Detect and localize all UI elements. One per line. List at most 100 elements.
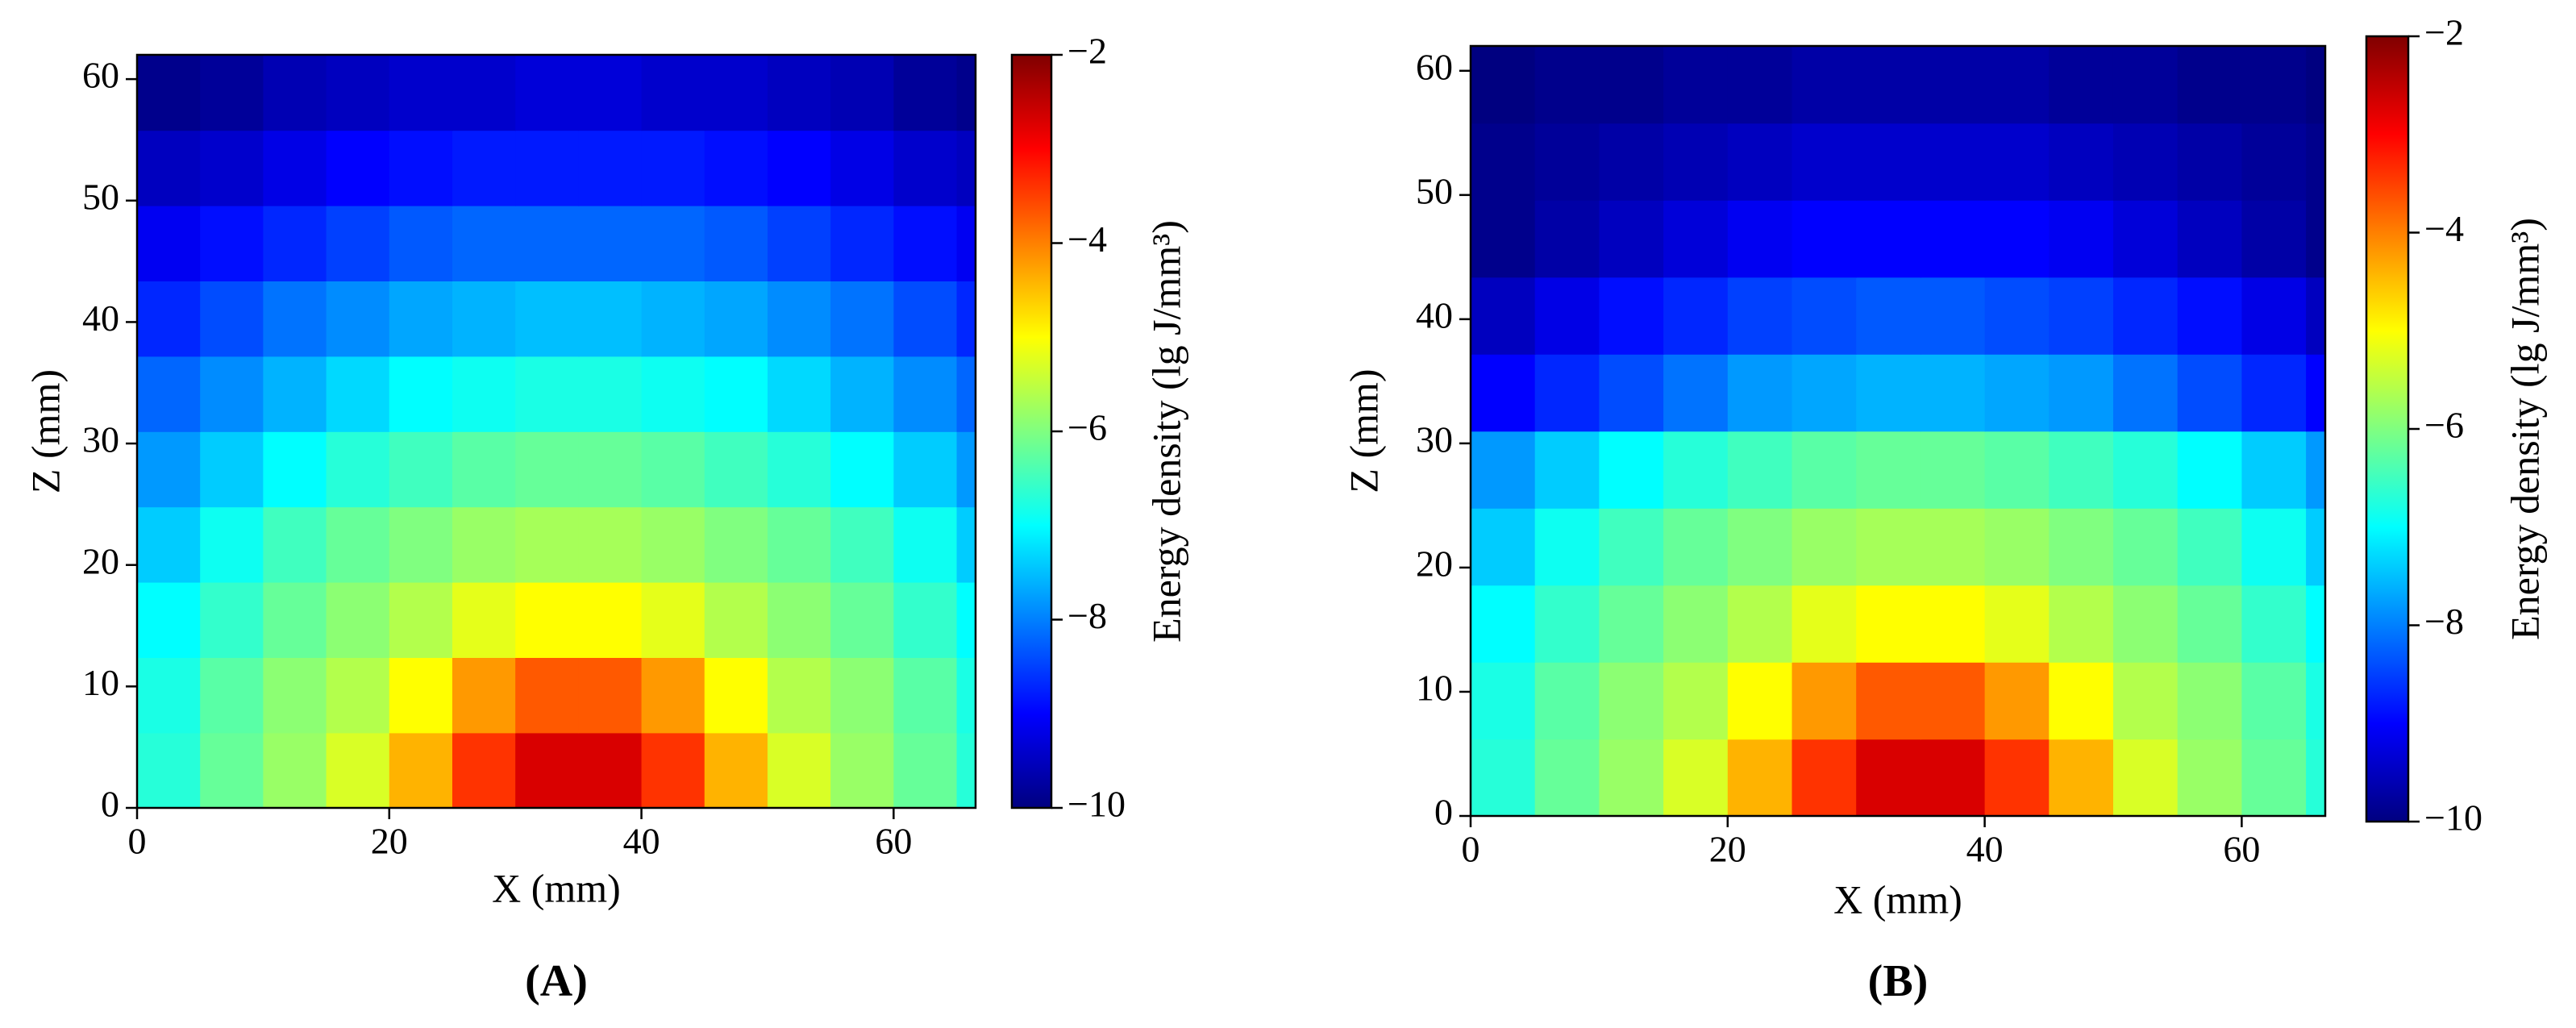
heat-cell <box>578 205 643 281</box>
heat-cell <box>452 506 516 583</box>
heat-cell <box>704 55 768 131</box>
heat-cell <box>515 130 580 206</box>
heat-cell <box>2112 585 2179 663</box>
heat-cell <box>893 657 958 734</box>
heat-cell <box>1727 200 1793 278</box>
heat-cell <box>1599 46 1664 124</box>
y-axis-label: Z (mm) <box>1341 368 1386 493</box>
heat-cell <box>200 281 264 357</box>
heat-cell <box>1920 354 1986 432</box>
heat-cell <box>2306 739 2325 816</box>
heat-cell <box>1920 585 1986 663</box>
heat-cell <box>200 657 264 734</box>
heat-cell <box>1792 739 1857 816</box>
heat-cell <box>137 431 201 508</box>
heat-cell <box>704 130 768 206</box>
heat-cell <box>1792 508 1857 586</box>
heat-cell <box>1471 431 1536 509</box>
heat-cell <box>515 356 580 432</box>
heat-cell <box>1856 46 1921 124</box>
heat-cell <box>515 732 580 808</box>
heat-cell <box>1984 662 2050 740</box>
heat-cell <box>515 506 580 583</box>
heat-cell <box>1920 123 1986 201</box>
colorbar-tick-label: −4 <box>1067 219 1107 260</box>
heat-cell <box>2112 431 2179 509</box>
x-tick-label: 60 <box>2223 829 2260 870</box>
heat-cell <box>326 657 390 734</box>
heat-cell <box>1792 277 1857 355</box>
heat-cell <box>452 356 516 432</box>
heat-cell <box>1856 354 1921 432</box>
heat-cell <box>641 431 705 508</box>
heat-cell <box>2112 662 2179 740</box>
y-axis-label: Z (mm) <box>23 369 68 493</box>
heat-cell <box>2112 739 2179 816</box>
y-tick-label: 50 <box>1416 170 1453 211</box>
heat-cell <box>2241 354 2307 432</box>
heat-cell <box>2049 46 2114 124</box>
heat-cell <box>1534 662 1600 740</box>
heat-cell <box>2049 123 2114 201</box>
heat-cell <box>2241 277 2307 355</box>
heat-cell <box>1920 662 1986 740</box>
y-tick-label: 20 <box>1416 543 1453 584</box>
heatmap <box>137 55 976 808</box>
y-tick-label: 40 <box>1416 294 1453 335</box>
heat-cell <box>1792 585 1857 663</box>
heat-cell <box>2049 508 2114 586</box>
heat-cell <box>1727 431 1793 509</box>
heat-cell <box>767 581 831 658</box>
heat-cell <box>956 281 976 357</box>
heat-cell <box>1984 739 2050 816</box>
heat-cell <box>1920 46 1986 124</box>
heat-cell <box>641 130 705 206</box>
heat-cell <box>641 657 705 734</box>
heat-cell <box>2112 200 2179 278</box>
heat-cell <box>2177 508 2243 586</box>
heat-cell <box>326 732 390 808</box>
heat-cell <box>1663 739 1729 816</box>
heat-cell <box>578 732 643 808</box>
heat-cell <box>578 431 643 508</box>
y-tick-label: 40 <box>82 298 119 339</box>
heat-cell <box>767 431 831 508</box>
heat-cell <box>2112 46 2179 124</box>
heat-cell <box>326 130 390 206</box>
heat-cell <box>767 205 831 281</box>
heat-cell <box>326 205 390 281</box>
heat-cell <box>641 55 705 131</box>
heat-cell <box>1663 200 1729 278</box>
heat-cell <box>1599 123 1664 201</box>
heat-cell <box>2049 431 2114 509</box>
heat-cell <box>2306 354 2325 432</box>
heat-cell <box>137 732 201 808</box>
heat-cell <box>2241 662 2307 740</box>
heat-cell <box>1534 585 1600 663</box>
heat-cell <box>1727 508 1793 586</box>
heat-cell <box>1984 46 2050 124</box>
heat-cell <box>1792 431 1857 509</box>
heat-cell <box>1984 277 2050 355</box>
heat-cell <box>452 657 516 734</box>
heat-cell <box>1727 46 1793 124</box>
heat-cell <box>767 130 831 206</box>
heat-cell <box>515 55 580 131</box>
x-tick-label: 0 <box>128 821 147 862</box>
heat-cell <box>893 205 958 281</box>
heat-cell <box>1534 200 1600 278</box>
heat-cell <box>200 506 264 583</box>
heat-cell <box>830 356 895 432</box>
heat-cell <box>704 506 768 583</box>
heat-cell <box>704 732 768 808</box>
heat-cell <box>1471 662 1536 740</box>
heat-cell <box>767 506 831 583</box>
heat-cell <box>578 581 643 658</box>
heat-cell <box>1792 662 1857 740</box>
x-tick-label: 60 <box>875 821 912 862</box>
heat-cell <box>2241 739 2307 816</box>
heat-cell <box>1663 662 1729 740</box>
heat-cell <box>893 55 958 131</box>
heat-cell <box>578 55 643 131</box>
heat-cell <box>263 130 327 206</box>
